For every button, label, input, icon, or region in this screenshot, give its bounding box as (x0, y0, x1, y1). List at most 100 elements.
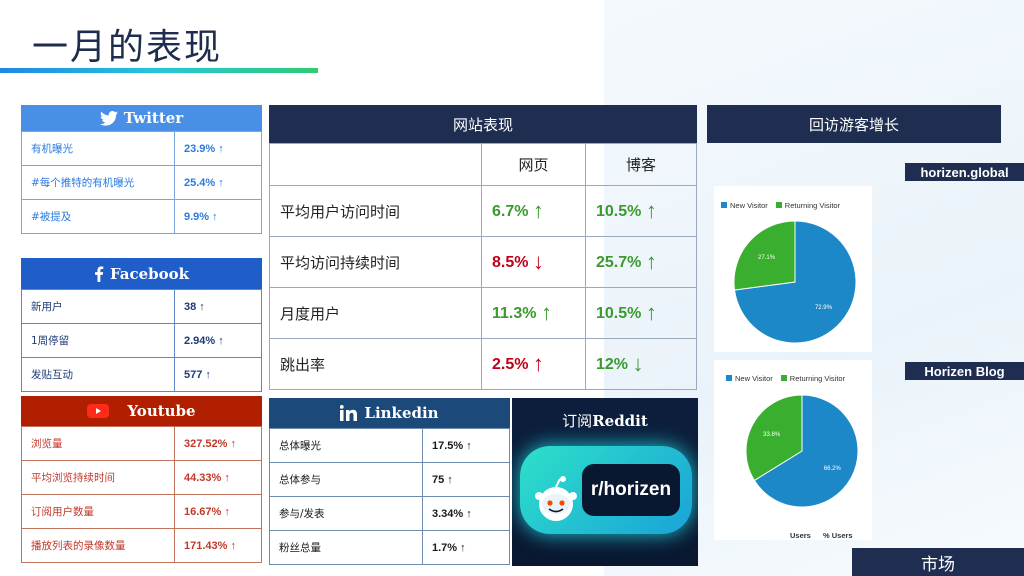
metric-value: 38 ↑ (174, 289, 262, 324)
blog-value: 25.7% ↑ (585, 236, 697, 288)
title-underline (0, 68, 318, 73)
blog-value: 10.5% ↑ (585, 287, 697, 339)
pie-legend-1: New Visitor Returning Visitor (721, 201, 840, 210)
twitter-header: Twitter (21, 105, 262, 131)
metric-label: 跳出率 (269, 338, 482, 390)
arrow-down-icon: ↓ (632, 351, 644, 376)
linkedin-title: Linkedin (364, 404, 439, 422)
youtube-card: Youtube 浏览量 327.52% ↑ 平均浏览持续时间 44.33% ↑ 订阅… (21, 396, 262, 563)
twitter-title: Twitter (123, 109, 184, 127)
table-row: #每个推特的有机曝光 25.4% ↑ (21, 165, 262, 200)
metric-value: 16.67% ↑ (174, 494, 262, 529)
metric-label: 平均用户访问时间 (269, 185, 482, 237)
value-text: 11.3% (492, 305, 537, 322)
footer-col-pct-users: % Users (823, 531, 853, 540)
pie-chart-horizen-global: 27.1% 72.9% (734, 221, 856, 343)
legend-swatch (775, 202, 782, 208)
metric-value: 577 ↑ (174, 357, 262, 392)
value-text: 2.5% (492, 356, 529, 373)
twitter-table: 有机曝光 23.9% ↑ #每个推特的有机曝光 25.4% ↑ #被提及 9.9% ↑ (21, 131, 262, 234)
metric-label: 发贴互动 (21, 357, 175, 392)
legend-label: New Visitor (730, 201, 768, 210)
metric-label: 有机曝光 (21, 131, 175, 166)
metric-value: 23.9% ↑ (174, 131, 262, 166)
legend-item-new: New Visitor (726, 374, 773, 383)
visitors-header: 回访游客增长 (707, 105, 1001, 143)
legend-item-returning: Returning Visitor (775, 201, 841, 210)
metric-value: 1.7% ↑ (422, 530, 510, 565)
legend-label: Returning Visitor (784, 201, 841, 210)
pie-slice-returning-visitor (746, 395, 803, 482)
metric-label: 订阅用户数量 (21, 494, 175, 529)
value-text: 12% (596, 356, 629, 373)
table-row: 跳出率 2.5% ↑ 12% ↓ (269, 338, 697, 390)
arrow-up-icon: ↑ (645, 300, 657, 325)
pie-slice-returning-visitor (734, 221, 796, 291)
table-row: 发贴互动 577 ↑ (21, 357, 262, 392)
pie-label-returning: 33.8% (763, 432, 781, 438)
metric-label: 浏览量 (21, 426, 175, 461)
page-title: 一月的表现 (32, 27, 223, 68)
legend-item-new: New Visitor (721, 201, 768, 210)
facebook-header: Facebook (21, 258, 262, 289)
table-row: 粉丝总量 1.7% ↑ (269, 530, 510, 565)
twitter-bird-icon (99, 110, 118, 126)
metric-value: 3.34% ↑ (422, 496, 510, 531)
metric-value: 75 ↑ (422, 462, 510, 497)
web-value: 8.5% ↓ (481, 236, 586, 288)
metric-value: 9.9% ↑ (174, 199, 262, 234)
metric-value: 44.33% ↑ (174, 460, 262, 495)
website-performance-card: 网站表现 网页 博客 平均用户访问时间 6.7% ↑ 10.5% ↑ 平均访问持… (269, 105, 697, 390)
linkedin-in-icon (340, 405, 358, 421)
pie-legend-2: New Visitor Returning Visitor (726, 374, 845, 383)
metric-label: 月度用户 (269, 287, 482, 339)
table-row: 浏览量 327.52% ↑ (21, 426, 262, 461)
arrow-up-icon: ↑ (532, 198, 544, 223)
metric-value: 2.94% ↑ (174, 323, 262, 358)
section-footer: 市场 (852, 548, 1024, 576)
metric-label: 总体曝光 (269, 428, 423, 463)
linkedin-header: Linkedin (269, 398, 510, 428)
table-row: 新用户 38 ↑ (21, 289, 262, 324)
website-table: 网页 博客 平均用户访问时间 6.7% ↑ 10.5% ↑ 平均访问持续时间 8… (269, 143, 697, 390)
reddit-title-brand: Reddit (592, 412, 648, 430)
metric-label: 1周停留 (21, 323, 175, 358)
metric-label: 参与/发表 (269, 496, 423, 531)
metric-label: 平均访问持续时间 (269, 236, 482, 288)
site-tag-2: Horizen Blog (905, 362, 1024, 380)
table-row: 总体参与 75 ↑ (269, 462, 510, 497)
value-text: 25.7% (596, 254, 642, 271)
legend-swatch (726, 375, 732, 381)
blog-value: 12% ↓ (585, 338, 697, 390)
reddit-handle[interactable]: r/horizen (582, 464, 680, 516)
linkedin-card: Linkedin 总体曝光 17.5% ↑ 总体参与 75 ↑ 参与/发表 3.34%… (269, 398, 510, 565)
table-row: 播放列表的录像数量 171.43% ↑ (21, 528, 262, 563)
web-value: 11.3% ↑ (481, 287, 586, 339)
empty-header-cell (269, 143, 482, 186)
metric-value: 171.43% ↑ (174, 528, 262, 563)
table-row: 1周停留 2.94% ↑ (21, 323, 262, 358)
website-title: 网站表现 (452, 115, 513, 134)
youtube-play-icon (87, 404, 110, 418)
facebook-table: 新用户 38 ↑ 1周停留 2.94% ↑ 发贴互动 577 ↑ (21, 289, 262, 392)
reddit-title: 订阅Reddit (512, 410, 698, 431)
table-row: 平均浏览持续时间 44.33% ↑ (21, 460, 262, 495)
metric-label: 播放列表的录像数量 (21, 528, 175, 563)
metric-label: #被提及 (21, 199, 175, 234)
pie-chart-horizen-blog: 33.8% 66.2% (746, 395, 858, 507)
pie-label-returning: 27.1% (758, 255, 776, 261)
metric-value: 25.4% ↑ (174, 165, 262, 200)
value-text: 10.5% (596, 305, 642, 322)
legend-label: New Visitor (735, 374, 773, 383)
table-row: #被提及 9.9% ↑ (21, 199, 262, 234)
youtube-header: Youtube (21, 396, 262, 426)
youtube-table: 浏览量 327.52% ↑ 平均浏览持续时间 44.33% ↑ 订阅用户数量 16.6… (21, 426, 262, 563)
table-row: 月度用户 11.3% ↑ 10.5% ↑ (269, 287, 697, 339)
facebook-card: Facebook 新用户 38 ↑ 1周停留 2.94% ↑ 发贴互动 577 ↑ (21, 258, 262, 392)
metric-value: 327.52% ↑ (174, 426, 262, 461)
arrow-up-icon: ↑ (532, 351, 544, 376)
metric-label: #每个推特的有机曝光 (21, 165, 175, 200)
linkedin-table: 总体曝光 17.5% ↑ 总体参与 75 ↑ 参与/发表 3.34% ↑ 粉丝总量 1.… (269, 428, 510, 565)
reddit-alien-icon (535, 476, 577, 521)
table-row: 平均用户访问时间 6.7% ↑ 10.5% ↑ (269, 185, 697, 237)
